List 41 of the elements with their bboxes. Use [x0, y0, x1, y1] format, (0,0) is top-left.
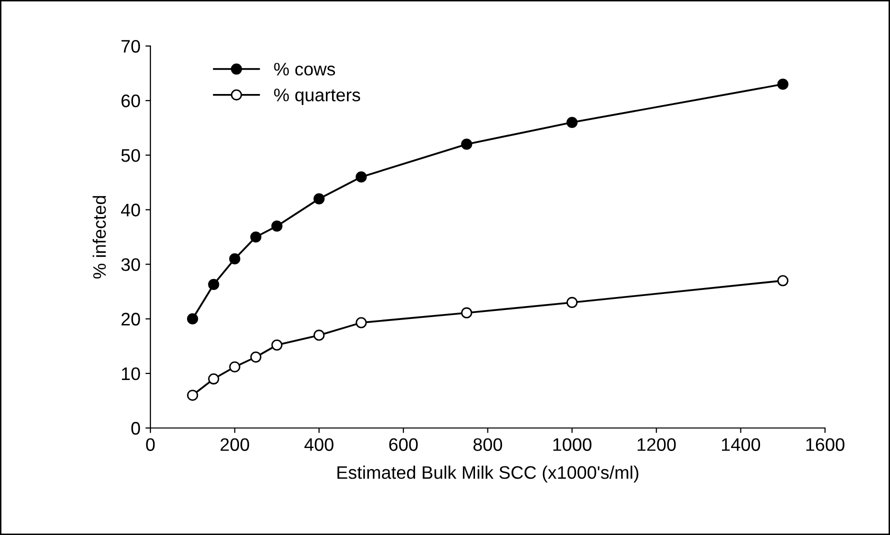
x-tick-label: 400: [304, 438, 334, 451]
y-tick-label: 0: [131, 422, 140, 435]
point: [314, 330, 325, 341]
point: [777, 275, 788, 286]
y-tick-label: 10: [122, 367, 140, 380]
y-tick-label: 20: [122, 312, 140, 326]
x-tick-label: 600: [389, 438, 418, 451]
point: [566, 116, 578, 128]
point: [356, 171, 367, 183]
y-tick-label: 70: [122, 40, 140, 53]
x-tick-label: 0: [146, 438, 155, 451]
point: [356, 317, 367, 328]
point: [461, 307, 472, 318]
point: [250, 352, 262, 363]
point: [208, 278, 220, 290]
point: [777, 78, 788, 90]
y-tick-label: 30: [121, 258, 140, 272]
point: [271, 340, 282, 351]
point: [271, 220, 282, 232]
legend-label: % quarters: [274, 88, 360, 105]
x-axis-title: Estimated Bulk Milk SCC (x1000's/ml): [337, 466, 638, 482]
x-tick-label: 200: [220, 438, 250, 451]
x-tick-label: 1400: [722, 438, 760, 451]
x-tick-label: 1600: [806, 438, 844, 451]
point: [314, 193, 325, 204]
point: [187, 313, 198, 324]
x-tick-label: 1200: [638, 438, 676, 451]
point: [566, 296, 578, 308]
x-tick-label: 800: [473, 438, 502, 451]
y-tick-label: 50: [121, 149, 140, 162]
y-tick-label: 40: [121, 204, 140, 216]
legend-label: % cows: [274, 62, 336, 76]
point: [187, 390, 198, 401]
point: [461, 138, 472, 150]
point: [250, 231, 262, 243]
y-axis-title: % infected: [92, 196, 106, 279]
x-tick-label: 1000: [553, 438, 592, 451]
point: [208, 373, 220, 384]
y-tick-label: 60: [122, 94, 140, 108]
point: [229, 253, 240, 264]
point: [229, 361, 240, 372]
